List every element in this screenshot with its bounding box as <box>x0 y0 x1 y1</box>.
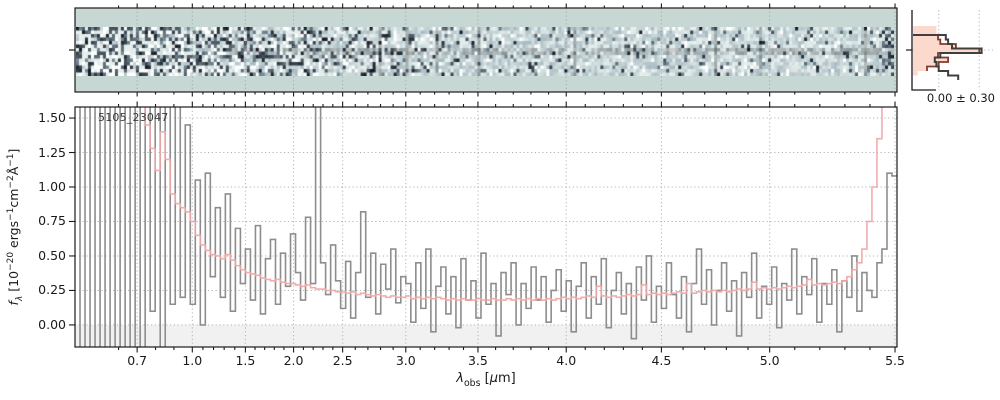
histogram-stats-label: 0.00 ± 0.30 <box>926 91 995 105</box>
hist-data-line <box>913 34 983 80</box>
axis-label-segment: −2 <box>6 175 17 189</box>
axis-label-segment: obs <box>463 378 481 390</box>
y-tick-label: 0.75 <box>38 213 66 229</box>
x-tick-label: 1.0 <box>182 353 203 368</box>
axis-label-segment: −1 <box>6 207 17 221</box>
x-tick-label: 3.5 <box>467 353 488 368</box>
axis-label-segment: [10 <box>6 270 21 296</box>
x-tick-label: 5.0 <box>759 353 780 368</box>
x-tick-label: 4.5 <box>651 353 672 368</box>
x-tick-label: 1.5 <box>235 353 256 368</box>
axis-label-segment: ergs <box>6 220 21 252</box>
axis-label-segment: m] <box>497 371 516 386</box>
y-tick-label: 1.00 <box>38 179 66 194</box>
y-axis-label: fλ [10−20 ergs−1cm−2Å−1] <box>6 97 26 357</box>
x-tick-label: 0.7 <box>127 353 148 368</box>
x-tick-label: 2.0 <box>283 353 304 368</box>
y-tick-label: 1.50 <box>38 110 66 126</box>
x-axis-label: λobs [μm] <box>375 371 597 389</box>
axis-label-segment: λ <box>456 371 464 386</box>
y-tick-label: 0.00 <box>38 316 66 332</box>
x-tick-label: 4.0 <box>556 353 577 368</box>
axis-label-segment: −20 <box>6 251 17 271</box>
y-tick-label: 1.25 <box>38 144 66 160</box>
x-tick-label: 2.5 <box>332 353 353 368</box>
below-zero-band <box>75 324 897 347</box>
x-tick-label: 5.5 <box>885 353 905 368</box>
flux-line <box>79 107 897 347</box>
axis-label-segment: f <box>6 301 21 306</box>
axis-label-segment: ] <box>6 148 21 154</box>
axis-label-segment: Å <box>6 166 21 176</box>
hist-spine <box>911 10 936 91</box>
axis-label-segment: cm <box>6 188 21 208</box>
x-tick-label: 3.0 <box>395 353 416 368</box>
y-tick-label: 0.50 <box>38 247 66 263</box>
source-id-label: 5105_23047 <box>98 111 169 124</box>
spectrum-2d-image <box>76 27 894 76</box>
axis-label-segment: λ <box>15 295 26 302</box>
axis-label-segment: μ <box>489 371 498 386</box>
main-frame <box>74 106 898 348</box>
y-tick-label: 0.25 <box>38 282 66 298</box>
error-line <box>144 107 883 301</box>
spectrum-2d-frame <box>74 7 898 93</box>
axis-label-segment: [ <box>480 371 490 386</box>
axis-label-segment: −1 <box>6 153 17 167</box>
